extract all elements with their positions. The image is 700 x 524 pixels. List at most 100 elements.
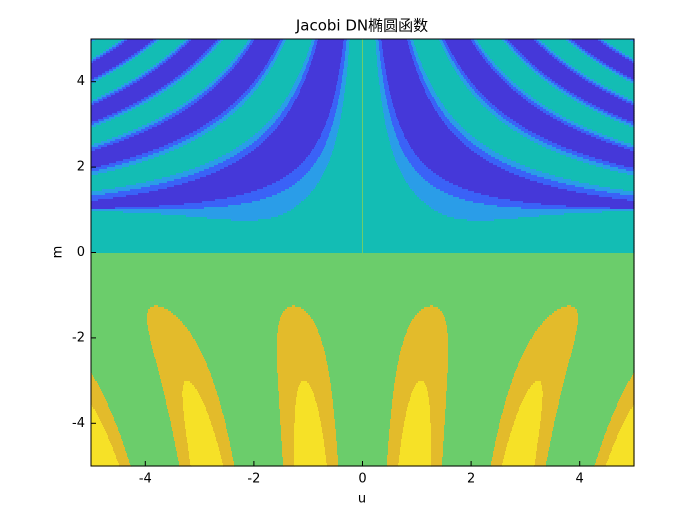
contour-band [539, 431, 553, 434]
contour-band [493, 163, 508, 166]
contour-band [299, 203, 363, 206]
contour-band [228, 65, 233, 68]
contour-band [255, 79, 260, 82]
contour-band [268, 61, 272, 64]
contour-band [91, 89, 114, 92]
contour-band [499, 109, 541, 112]
contour-band [396, 133, 405, 136]
contour-band [480, 101, 486, 104]
contour-band [91, 81, 96, 84]
contour-band [94, 143, 105, 146]
contour-band [483, 99, 489, 102]
contour-band [211, 373, 279, 376]
contour-band [362, 229, 364, 232]
contour-band [91, 423, 103, 426]
contour-band [623, 189, 635, 192]
contour-band [314, 53, 343, 56]
contour-band [444, 427, 500, 430]
contour-band [469, 83, 474, 86]
contour-band [418, 381, 425, 384]
contour-band [445, 39, 472, 42]
contour-band [505, 73, 537, 76]
contour-band [604, 435, 618, 438]
contour-band [125, 59, 130, 62]
contour-band [540, 427, 554, 430]
contour-band [91, 125, 97, 128]
contour-band [332, 391, 394, 394]
contour-band [399, 143, 410, 146]
contour-band [463, 75, 468, 78]
contour-band [363, 245, 635, 248]
contour-band [416, 59, 421, 62]
contour-band [484, 95, 522, 98]
contour-band [362, 209, 364, 212]
contour-band [471, 149, 483, 152]
contour-band [576, 191, 608, 194]
contour-band [287, 307, 302, 310]
contour-band [392, 401, 410, 404]
contour-band [262, 127, 270, 130]
contour-band [165, 153, 227, 156]
contour-band [91, 297, 635, 300]
contour-band [182, 111, 224, 114]
contour-band [290, 99, 296, 102]
contour-band [551, 179, 572, 182]
contour-band [91, 67, 113, 70]
contour-band [563, 89, 568, 92]
contour-band [618, 139, 635, 142]
contour-band [185, 105, 192, 108]
contour-band [289, 93, 295, 96]
contour-band [574, 43, 578, 46]
contour-band [495, 445, 508, 448]
contour-band [281, 43, 285, 46]
contour-band [98, 99, 104, 102]
contour-band [472, 93, 478, 96]
contour-band [147, 69, 152, 72]
contour-band [214, 79, 219, 82]
contour-band [431, 437, 445, 440]
contour-band [195, 61, 200, 64]
contour-band [486, 159, 500, 162]
y-tick-label: 2 [77, 160, 85, 175]
contour-band [164, 307, 288, 310]
contour-band [534, 141, 544, 144]
contour-band [563, 119, 571, 122]
contour-band [320, 137, 329, 140]
contour-band [218, 157, 231, 160]
contour-band [624, 147, 635, 150]
contour-band [214, 431, 228, 434]
contour-band [300, 91, 336, 94]
contour-band [203, 125, 211, 128]
contour-band [424, 201, 474, 204]
contour-band [471, 81, 506, 84]
contour-band [275, 113, 282, 116]
contour-band [183, 401, 204, 404]
contour-band [443, 451, 494, 454]
contour-band [615, 93, 621, 96]
contour-band [171, 51, 176, 54]
contour-band [375, 39, 379, 42]
contour-band [321, 177, 363, 180]
contour-band [363, 61, 378, 64]
contour-band [173, 109, 180, 112]
contour-band [168, 119, 213, 122]
contour-band [313, 189, 363, 192]
contour-band [362, 89, 364, 92]
contour-band [531, 385, 543, 388]
contour-band [628, 413, 635, 416]
contour-band [335, 113, 342, 116]
contour-band [162, 61, 167, 64]
contour-band [175, 445, 189, 448]
contour-band [327, 165, 363, 168]
contour-band [186, 41, 190, 44]
contour-band [534, 333, 577, 336]
contour-band [295, 415, 320, 418]
contour-band [577, 129, 585, 132]
contour-band [91, 327, 149, 330]
contour-band [396, 161, 410, 164]
contour-band [345, 59, 349, 62]
contour-band [416, 67, 420, 70]
contour-band [306, 67, 310, 70]
contour-band [335, 427, 391, 430]
contour-band [269, 127, 278, 130]
